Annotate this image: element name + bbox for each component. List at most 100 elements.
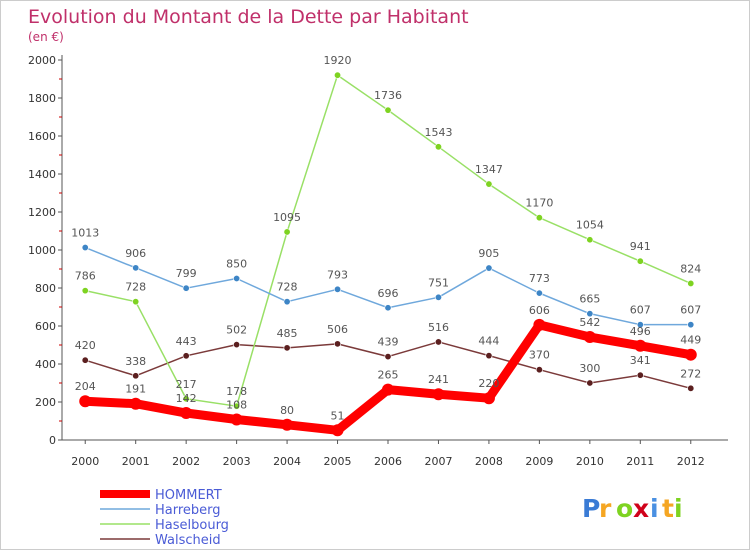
x-tick-label: 2010 (576, 455, 604, 468)
data-point (434, 338, 442, 346)
data-label: 799 (176, 267, 197, 280)
data-point (684, 348, 697, 361)
data-point (182, 395, 190, 403)
data-point (81, 244, 89, 252)
y-tick-label: 1200 (28, 206, 56, 219)
data-label: 241 (428, 373, 449, 386)
data-point (182, 284, 190, 292)
data-labels-layer: 204 191 142 108 80 51 265 241 220 606 542 496 449 101… (71, 54, 701, 422)
data-label: 824 (680, 262, 701, 275)
data-label: 220 (478, 377, 499, 390)
data-point (233, 341, 241, 349)
data-label: 485 (277, 327, 298, 340)
data-label: 420 (75, 339, 96, 352)
data-point (334, 285, 342, 293)
data-label: 1054 (576, 219, 604, 232)
brand-letter: P (582, 494, 600, 523)
data-label: 1543 (424, 126, 452, 139)
data-point (283, 344, 291, 352)
data-point (634, 339, 647, 352)
x-tick-label: 2001 (122, 455, 150, 468)
data-point (482, 392, 495, 405)
data-point (79, 395, 92, 408)
data-point (283, 228, 291, 236)
data-point (233, 274, 241, 282)
data-point (132, 372, 140, 380)
data-label: 516 (428, 321, 449, 334)
data-label: 506 (327, 323, 348, 336)
data-point (233, 402, 241, 410)
data-label: 444 (478, 335, 499, 348)
brand-letter: i (650, 494, 659, 523)
data-point (434, 143, 442, 151)
data-point (334, 340, 342, 348)
y-tick-label: 200 (35, 396, 56, 409)
data-label: 1347 (475, 163, 503, 176)
data-point (81, 287, 89, 295)
data-point (281, 418, 294, 431)
x-tick-label: 2002 (172, 455, 200, 468)
data-label: 606 (529, 304, 550, 317)
brand-letter: o (616, 494, 633, 523)
data-point (485, 180, 493, 188)
data-point (434, 293, 442, 301)
x-tick-label: 2005 (324, 455, 352, 468)
data-label: 300 (579, 362, 600, 375)
data-label: 1095 (273, 211, 301, 224)
data-label: 217 (176, 378, 197, 391)
data-label: 941 (630, 240, 651, 253)
data-point (384, 353, 392, 361)
data-point (533, 318, 546, 331)
data-point (636, 321, 644, 329)
data-label: 341 (630, 354, 651, 367)
x-tick-label: 2011 (626, 455, 654, 468)
y-tick-label: 400 (35, 358, 56, 371)
data-point (180, 407, 193, 420)
data-label: 728 (125, 281, 146, 294)
data-point (583, 331, 596, 344)
y-tick-label: 800 (35, 282, 56, 295)
data-label: 607 (680, 304, 701, 317)
data-label: 108 (226, 398, 247, 411)
data-label: 272 (680, 367, 701, 380)
data-point (586, 236, 594, 244)
data-label: 905 (478, 247, 499, 260)
data-point (636, 257, 644, 265)
legend-label-harreberg: Harreberg (155, 503, 221, 518)
data-label: 728 (277, 281, 298, 294)
data-point (636, 371, 644, 379)
data-point (331, 424, 344, 437)
chart-subtitle: (en €) (28, 30, 64, 44)
data-point (384, 304, 392, 312)
data-label: 1736 (374, 89, 402, 102)
legend-label-walscheid: Walscheid (155, 533, 221, 548)
data-label: 142 (176, 392, 197, 405)
data-label: 793 (327, 268, 348, 281)
chart-title: Evolution du Montant de la Dette par Hab… (28, 6, 469, 28)
data-label: 178 (226, 385, 247, 398)
data-point (687, 384, 695, 392)
data-point (334, 71, 342, 79)
data-point (535, 289, 543, 297)
data-point (283, 298, 291, 306)
y-tick-label: 1000 (28, 244, 56, 257)
data-point (535, 214, 543, 222)
data-label: 502 (226, 324, 247, 337)
data-point (129, 397, 142, 410)
data-label: 773 (529, 272, 550, 285)
brand-letter: x (633, 494, 649, 523)
data-label: 51 (331, 409, 345, 422)
proxiti-logo: Pr o x i t i (582, 494, 683, 523)
x-tick-label: 2012 (677, 455, 705, 468)
data-point (182, 352, 190, 360)
data-label: 906 (125, 247, 146, 260)
data-label: 338 (125, 355, 146, 368)
y-tick-label: 1600 (28, 130, 56, 143)
data-label: 786 (75, 270, 96, 283)
data-point (687, 279, 695, 287)
x-tick-label: 2007 (424, 455, 452, 468)
data-label: 80 (280, 404, 294, 417)
